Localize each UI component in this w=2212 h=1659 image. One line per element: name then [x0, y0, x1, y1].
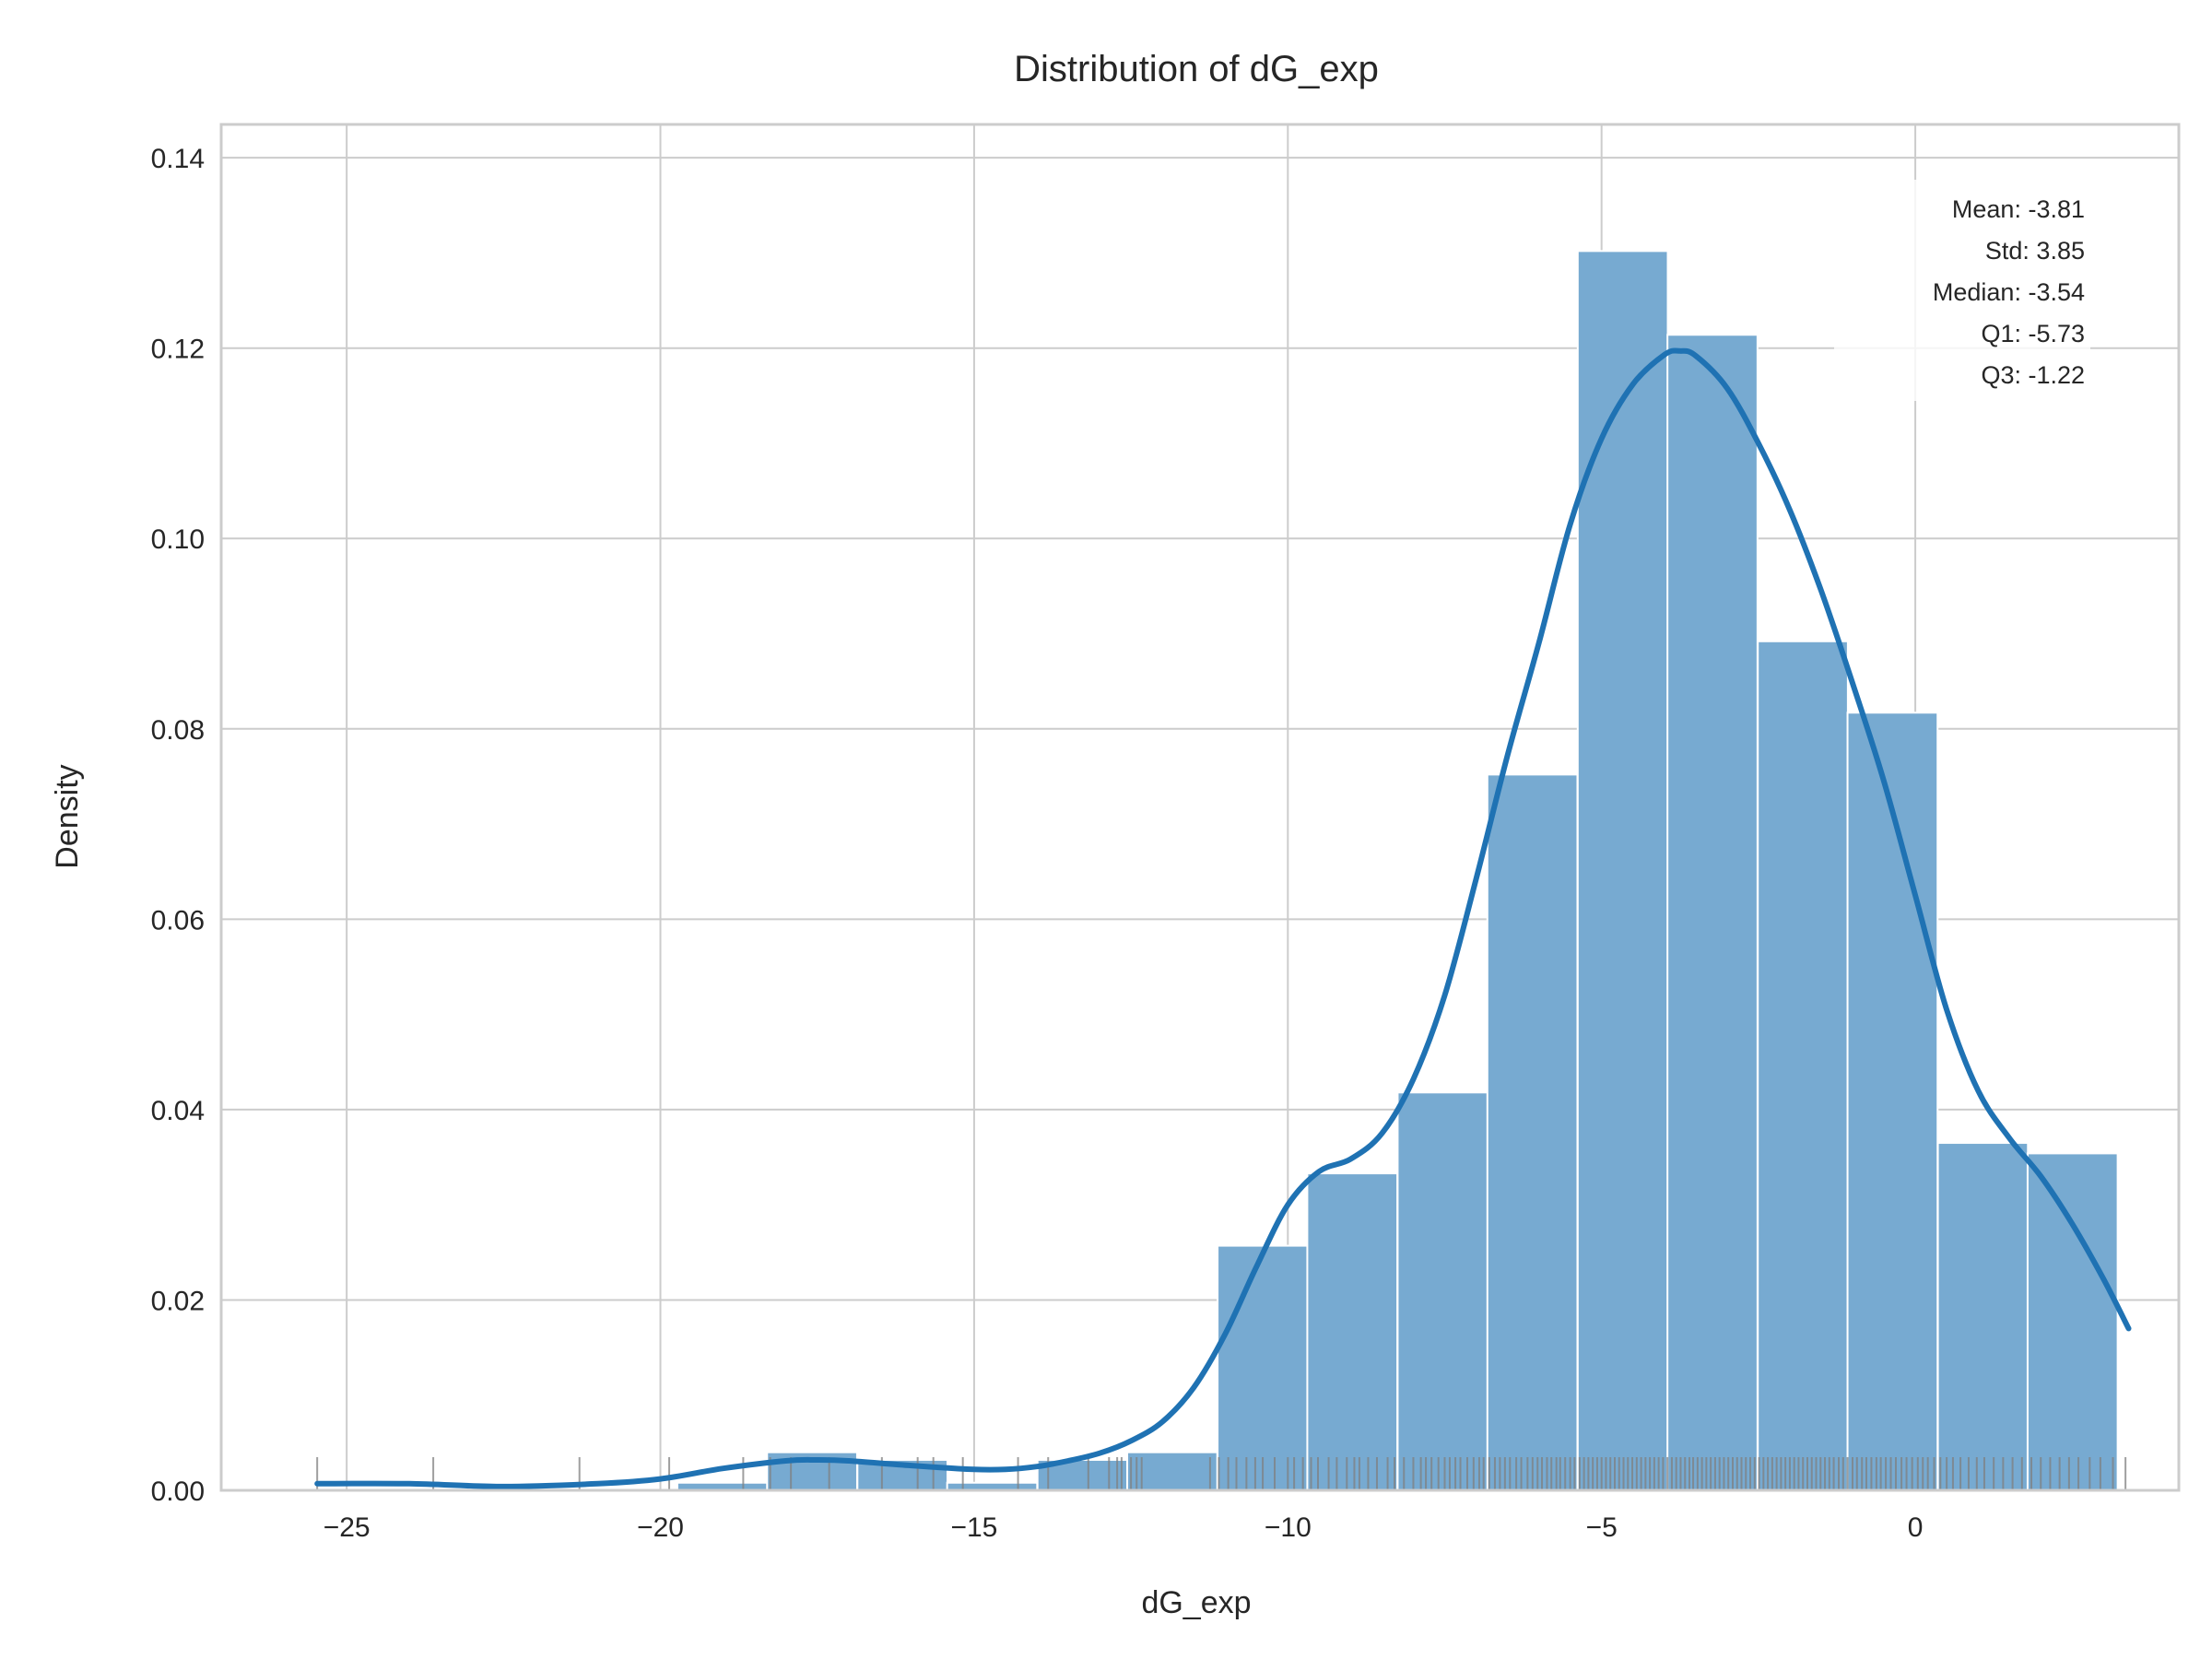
y-tick-label: 0.00	[151, 1477, 205, 1507]
stats-annotation: Mean: -3.81 Std: 3.85 Median: -3.54 Q1: -5.…	[1933, 195, 2085, 389]
tick-labels: −25 −20 −15 −10 −5 0 0.00 0.02 0.04 0.06 0.08 0.10 0…	[151, 144, 1924, 1543]
y-tick-label: 0.08	[151, 715, 205, 746]
x-tick-label: −15	[950, 1512, 997, 1543]
y-tick-label: 0.04	[151, 1096, 205, 1126]
y-tick-label: 0.06	[151, 905, 205, 935]
stats-line: Median: -3.54	[1933, 278, 2085, 306]
x-tick-label: −25	[324, 1512, 371, 1543]
x-tick-label: −5	[1586, 1512, 1618, 1543]
histogram-bar	[1936, 1142, 2030, 1491]
histogram-bar	[1666, 334, 1759, 1492]
chart-title: Distribution of dG_exp	[1014, 49, 1379, 89]
kde-line	[314, 347, 2132, 1489]
stats-line: Q3: -1.22	[1981, 361, 2085, 389]
stats-line: Std: 3.85	[1985, 237, 2085, 265]
histogram-bar	[1846, 712, 1939, 1491]
histogram-bar	[1396, 1091, 1489, 1492]
histogram-bar	[1217, 1244, 1309, 1491]
x-axis-label: dG_exp	[1141, 1585, 1251, 1620]
histogram-bar	[1486, 773, 1579, 1491]
y-tick-label: 0.02	[151, 1286, 205, 1316]
histogram-bar	[1126, 1451, 1218, 1492]
x-tick-label: −10	[1265, 1512, 1312, 1543]
histogram-bar	[1306, 1172, 1399, 1491]
plot-frame	[219, 123, 2181, 1492]
x-tick-label: −20	[637, 1512, 684, 1543]
stats-box	[1834, 180, 2090, 401]
rug-marks	[316, 1457, 2127, 1490]
stats-line: Q1: -5.73	[1981, 320, 2085, 347]
y-tick-label: 0.14	[151, 144, 205, 174]
histogram-bar	[2026, 1152, 2119, 1491]
y-tick-label: 0.10	[151, 524, 205, 555]
stats-line: Mean: -3.81	[1952, 195, 2085, 223]
histogram-bar	[1576, 250, 1669, 1492]
histogram-bar	[1757, 640, 1849, 1491]
y-tick-label: 0.12	[151, 335, 205, 365]
x-tick-label: 0	[1908, 1512, 1924, 1543]
histogram-bars	[676, 250, 2119, 1492]
y-axis-label: Density	[50, 764, 85, 868]
